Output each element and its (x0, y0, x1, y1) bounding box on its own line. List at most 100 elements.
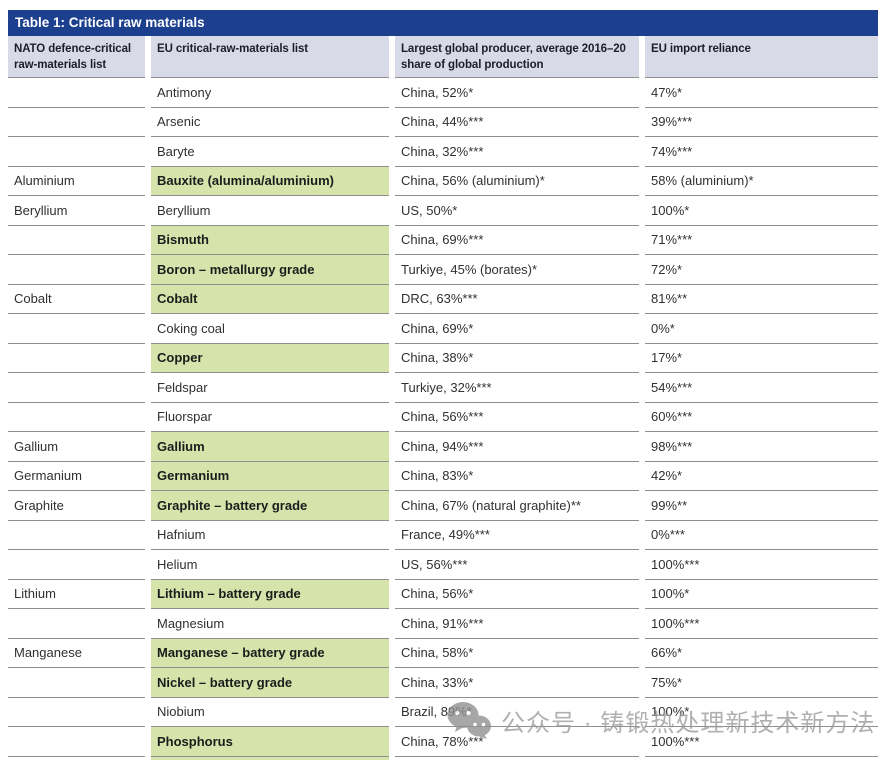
cell-eu-material: Manganese – battery grade (151, 638, 389, 668)
cell-nato-material: Cobalt (8, 285, 145, 314)
cell-eu-material: Nickel – battery grade (151, 668, 389, 698)
cell-import-reliance: 66%* (645, 639, 878, 668)
table-row: Lithium Lithium – battery grade China, 56%… (8, 579, 878, 609)
table-row: Beryllium Beryllium US, 50%* 100%* (8, 196, 878, 226)
cell-nato-material (8, 108, 145, 137)
table-row: Baryte China, 32%*** 74%*** (8, 137, 878, 167)
cell-producer: China, 44%*** (395, 108, 639, 137)
cell-producer: China, 32%*** (395, 137, 639, 167)
cell-import-reliance: 74%*** (645, 137, 878, 167)
cell-import-reliance: 72%* (645, 255, 878, 285)
cell-nato-material: Gallium (8, 432, 145, 462)
cell-eu-material: Germanium (151, 461, 389, 491)
cell-producer: China, 69%* (395, 314, 639, 344)
cell-import-reliance: 81%** (645, 285, 878, 314)
cell-producer: Brazil, 89%* (395, 698, 639, 727)
table-row: Helium US, 56%*** 100%*** (8, 550, 878, 580)
cell-import-reliance: 54%*** (645, 373, 878, 403)
cell-nato-material (8, 698, 145, 727)
partial-next-row-highlight (151, 757, 389, 760)
table-row: Copper China, 38%* 17%* (8, 343, 878, 373)
cell-producer: China, 52%* (395, 78, 639, 108)
table-row: Arsenic China, 44%*** 39%*** (8, 108, 878, 137)
cell-import-reliance: 100%*** (645, 550, 878, 580)
cell-producer: China, 56% (aluminium)* (395, 167, 639, 196)
cell-import-reliance: 100%*** (645, 727, 878, 757)
cell-eu-material: Baryte (151, 137, 389, 167)
cell-eu-material: Magnesium (151, 609, 389, 639)
cell-producer: China, 83%* (395, 462, 639, 491)
table-body: Antimony China, 52%* 47%* Arsenic China, 44%… (8, 78, 878, 757)
cell-eu-material: Fluorspar (151, 403, 389, 432)
critical-raw-materials-table: NATO defence-critical raw-materials list… (2, 36, 884, 757)
cell-import-reliance: 60%*** (645, 403, 878, 432)
cell-nato-material: Germanium (8, 462, 145, 491)
table-row: Cobalt Cobalt DRC, 63%*** 81%** (8, 284, 878, 314)
header-row: NATO defence-critical raw-materials list… (8, 36, 878, 78)
table-row: Aluminium Bauxite (alumina/aluminium) Chin… (8, 166, 878, 196)
cell-eu-material: Feldspar (151, 373, 389, 403)
cell-nato-material (8, 255, 145, 285)
cell-import-reliance: 39%*** (645, 108, 878, 137)
table-row: Feldspar Turkiye, 32%*** 54%*** (8, 373, 878, 403)
cell-import-reliance: 100%* (645, 580, 878, 609)
cell-nato-material (8, 550, 145, 580)
cell-nato-material: Aluminium (8, 167, 145, 196)
cell-import-reliance: 0%* (645, 314, 878, 344)
cell-eu-material: Arsenic (151, 108, 389, 137)
cell-nato-material: Manganese (8, 639, 145, 668)
table-title-bar: Table 1: Critical raw materials (8, 10, 878, 36)
cell-producer: China, 94%*** (395, 432, 639, 462)
column-header-producer: Largest global producer, average 2016–20… (395, 36, 639, 78)
cell-nato-material (8, 609, 145, 639)
cell-import-reliance: 100%*** (645, 609, 878, 639)
cell-producer: Turkiye, 45% (borates)* (395, 255, 639, 285)
cell-eu-material: Boron – metallurgy grade (151, 255, 389, 285)
table-row: Manganese Manganese – battery grade China,… (8, 638, 878, 668)
cell-producer: China, 56%* (395, 580, 639, 609)
cell-eu-material: Niobium (151, 698, 389, 727)
cell-producer: DRC, 63%*** (395, 285, 639, 314)
table-row: Boron – metallurgy grade Turkiye, 45% (bo… (8, 255, 878, 285)
cell-nato-material (8, 314, 145, 344)
table-row: Bismuth China, 69%*** 71%*** (8, 225, 878, 255)
cell-nato-material (8, 521, 145, 550)
cell-eu-material: Hafnium (151, 521, 389, 550)
cell-nato-material (8, 727, 145, 757)
cell-producer: US, 56%*** (395, 550, 639, 580)
cell-nato-material (8, 78, 145, 108)
cell-producer: US, 50%* (395, 196, 639, 226)
column-header-eu-list: EU critical-raw-materials list (151, 36, 389, 78)
table-header: NATO defence-critical raw-materials list… (8, 36, 878, 78)
table-row: Germanium Germanium China, 83%* 42%* (8, 461, 878, 491)
column-header-import-reliance: EU import reliance (645, 36, 878, 78)
cell-import-reliance: 100%* (645, 196, 878, 226)
cell-producer: China, 58%* (395, 639, 639, 668)
cell-nato-material (8, 344, 145, 373)
cell-import-reliance: 98%*** (645, 432, 878, 462)
cell-nato-material: Graphite (8, 491, 145, 521)
cell-nato-material (8, 373, 145, 403)
cell-eu-material: Bismuth (151, 225, 389, 255)
cell-eu-material: Beryllium (151, 196, 389, 226)
table-row: Coking coal China, 69%* 0%* (8, 314, 878, 344)
table-row: Nickel – battery grade China, 33%* 75%* (8, 668, 878, 698)
cell-producer: China, 78%*** (395, 727, 639, 757)
cell-producer: China, 33%* (395, 668, 639, 698)
cell-import-reliance: 17%* (645, 344, 878, 373)
cell-nato-material: Lithium (8, 580, 145, 609)
cell-nato-material (8, 137, 145, 167)
cell-nato-material: Beryllium (8, 196, 145, 226)
cell-import-reliance: 75%* (645, 668, 878, 698)
cell-producer: France, 49%*** (395, 521, 639, 550)
cell-nato-material (8, 668, 145, 698)
table-row: Fluorspar China, 56%*** 60%*** (8, 403, 878, 432)
table-row: Magnesium China, 91%*** 100%*** (8, 609, 878, 639)
table-row: Phosphorus China, 78%*** 100%*** (8, 727, 878, 757)
cell-eu-material: Coking coal (151, 314, 389, 344)
cell-eu-material: Bauxite (alumina/aluminium) (151, 166, 389, 196)
cell-import-reliance: 100%* (645, 698, 878, 727)
cell-producer: China, 91%*** (395, 609, 639, 639)
cell-eu-material: Graphite – battery grade (151, 491, 389, 521)
